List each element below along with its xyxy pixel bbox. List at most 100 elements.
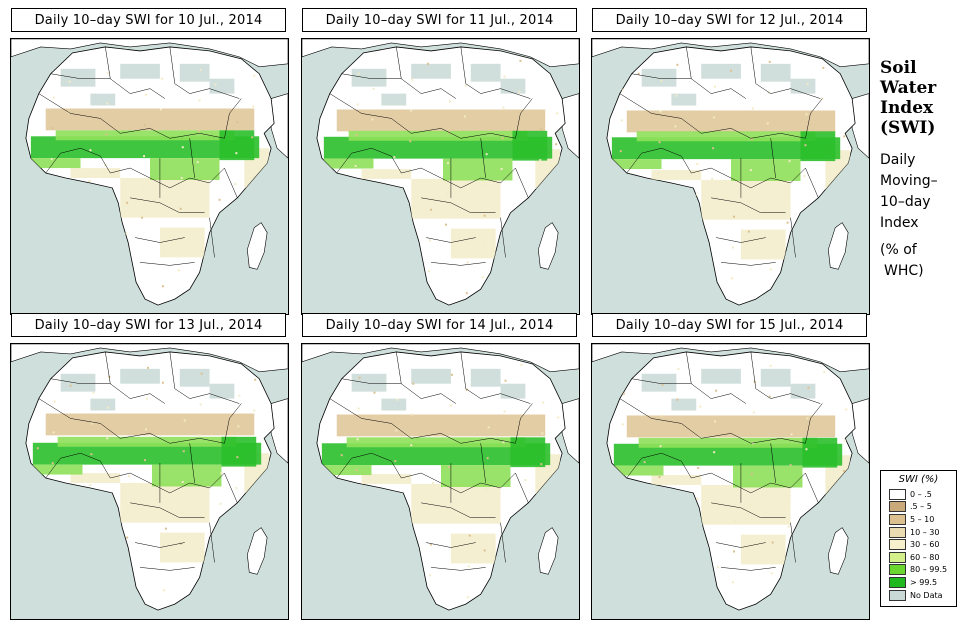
africa-map xyxy=(301,343,580,620)
swi-speck xyxy=(162,589,165,592)
swi-speck xyxy=(805,448,808,451)
swi-speck xyxy=(181,146,184,149)
swi-speck xyxy=(748,199,751,202)
legend-swatch xyxy=(889,488,906,500)
nodata-area xyxy=(790,383,816,399)
swi-speck xyxy=(238,394,241,397)
swi-speck xyxy=(237,425,240,428)
swi-speck xyxy=(107,71,110,74)
dry-area xyxy=(361,474,412,484)
swi-speck xyxy=(730,69,732,72)
nodata-area xyxy=(60,373,96,392)
legend-label: 30 – 60 xyxy=(910,540,940,550)
swi-speck xyxy=(806,417,809,420)
swi-speck xyxy=(751,442,754,445)
swi-speck xyxy=(842,166,845,169)
country-border xyxy=(500,522,506,563)
dry-area xyxy=(70,168,121,178)
swi-speck xyxy=(843,135,846,138)
legend-entry: 30 – 60 xyxy=(881,538,956,551)
swi-speck xyxy=(500,168,503,171)
swi-speck xyxy=(542,401,545,404)
map-svg xyxy=(11,344,288,619)
swi-speck xyxy=(219,502,222,505)
country-border xyxy=(626,452,692,479)
swi-speck xyxy=(622,392,625,395)
country-border xyxy=(135,542,185,548)
country-border xyxy=(50,73,111,79)
legend-swatch xyxy=(889,589,906,601)
swi-speck xyxy=(807,386,810,389)
country-border xyxy=(169,472,238,503)
wet-area xyxy=(611,137,841,160)
swi-speck xyxy=(408,171,411,174)
swi-speck xyxy=(518,90,521,93)
swi-speck xyxy=(540,463,543,466)
map-panel: Daily 10–day SWI for 14 Jul., 2014 xyxy=(301,313,580,620)
swi-speck xyxy=(806,82,809,85)
country-border xyxy=(750,167,819,198)
swi-speck xyxy=(106,102,109,105)
swi-speck xyxy=(430,208,433,211)
swi-speck xyxy=(483,549,486,552)
swi-speck xyxy=(236,121,239,124)
swi-speck xyxy=(252,105,255,108)
wet-area xyxy=(611,159,662,170)
swi-speck xyxy=(428,270,431,273)
swi-speck xyxy=(621,423,624,426)
swi-speck xyxy=(145,428,148,431)
nodata-area xyxy=(760,368,791,387)
nodata-area xyxy=(120,368,160,384)
legend-label: 0 – .5 xyxy=(910,489,932,499)
swi-speck xyxy=(486,457,489,460)
panel-title: Daily 10–day SWI for 10 Jul., 2014 xyxy=(11,8,286,32)
swi-speck xyxy=(503,75,506,78)
nodata-area xyxy=(411,63,451,79)
subtitle-line: Daily xyxy=(880,152,916,168)
unit-line: WHC) xyxy=(884,263,924,279)
panel-title: Daily 10–day SWI for 13 Jul., 2014 xyxy=(11,313,286,337)
swi-speck xyxy=(676,63,679,66)
swi-speck xyxy=(356,103,359,106)
swi-speck xyxy=(446,496,449,499)
swi-speck xyxy=(699,405,702,408)
wet-area xyxy=(151,464,222,487)
swi-speck xyxy=(540,128,543,131)
swi-speck xyxy=(147,366,150,369)
swi-speck xyxy=(395,429,398,432)
dry-area xyxy=(701,179,791,220)
swi-speck xyxy=(235,152,238,155)
country-border xyxy=(619,398,702,439)
dry-area xyxy=(70,473,121,483)
swi-speck xyxy=(88,179,91,182)
legend-label: .5 – 5 xyxy=(910,502,932,512)
swi-speck xyxy=(502,441,505,444)
swi-speck xyxy=(431,512,434,515)
swi-speck xyxy=(197,130,200,133)
swi-speck xyxy=(485,153,488,156)
wet-area xyxy=(512,130,548,161)
country-border xyxy=(790,522,796,563)
swi-speck xyxy=(163,558,166,561)
country-border xyxy=(411,128,516,139)
dry-area xyxy=(336,414,546,437)
country-border xyxy=(341,378,402,384)
swi-speck xyxy=(105,133,108,136)
legend-label: No Data xyxy=(910,590,943,600)
dry-area xyxy=(159,227,205,258)
map-panel: Daily 10–day SWI for 13 Jul., 2014 xyxy=(10,313,289,620)
swi-speck xyxy=(450,373,453,376)
map-panel: Daily 10–day SWI for 10 Jul., 2014 xyxy=(10,8,289,315)
nodata-area xyxy=(60,68,96,87)
country-border xyxy=(750,46,821,99)
swi-speck xyxy=(464,84,467,87)
swi-speck xyxy=(409,140,412,143)
europe-landmass xyxy=(11,344,288,373)
swi-speck xyxy=(539,159,542,162)
swi-overlay xyxy=(321,363,562,602)
legend-swatch xyxy=(889,513,906,525)
swi-speck xyxy=(520,363,523,366)
legend-label: > 99.5 xyxy=(910,577,938,587)
country-border xyxy=(711,197,786,213)
swi-speck xyxy=(822,66,825,69)
